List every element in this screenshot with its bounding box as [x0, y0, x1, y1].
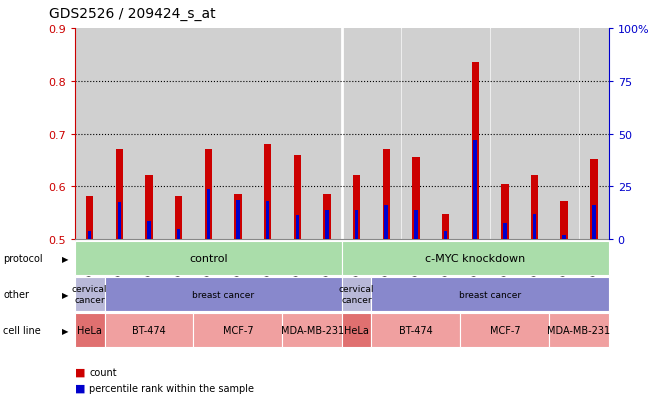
Bar — [444, 232, 447, 240]
Text: MCF-7: MCF-7 — [490, 325, 520, 335]
Text: ▶: ▶ — [62, 290, 68, 299]
Bar — [312, 29, 341, 240]
Bar — [461, 29, 490, 240]
Bar — [471, 63, 479, 240]
Bar — [550, 29, 579, 240]
Bar — [264, 145, 271, 240]
Bar — [531, 175, 538, 240]
Bar — [503, 224, 506, 240]
Bar — [533, 214, 536, 240]
Bar — [234, 195, 242, 240]
Text: cervical
cancer: cervical cancer — [72, 285, 107, 304]
Bar — [383, 150, 390, 240]
Bar — [562, 235, 566, 240]
Bar — [355, 211, 359, 240]
Bar — [412, 158, 420, 240]
Text: count: count — [89, 367, 117, 377]
Text: MDA-MB-231: MDA-MB-231 — [281, 325, 344, 335]
Bar — [402, 29, 430, 240]
Text: percentile rank within the sample: percentile rank within the sample — [89, 383, 254, 393]
Bar — [135, 29, 163, 240]
Bar — [520, 29, 549, 240]
Text: control: control — [189, 254, 228, 263]
Text: ▶: ▶ — [62, 326, 68, 335]
Bar — [283, 29, 312, 240]
Bar — [579, 29, 608, 240]
Bar — [86, 196, 93, 240]
Bar — [177, 229, 180, 240]
Text: MDA-MB-231: MDA-MB-231 — [547, 325, 611, 335]
Bar — [204, 150, 212, 240]
Bar — [224, 29, 252, 240]
Bar — [88, 232, 92, 240]
Text: cell line: cell line — [3, 325, 41, 335]
Bar — [118, 203, 121, 240]
Text: GDS2526 / 209424_s_at: GDS2526 / 209424_s_at — [49, 7, 215, 21]
Text: HeLa: HeLa — [77, 325, 102, 335]
Text: BT-474: BT-474 — [132, 325, 166, 335]
Text: BT-474: BT-474 — [399, 325, 433, 335]
Bar — [324, 195, 331, 240]
Bar — [342, 29, 371, 240]
Text: breast cancer: breast cancer — [192, 290, 254, 299]
Bar — [491, 29, 519, 240]
Bar — [206, 190, 210, 240]
Bar — [145, 175, 153, 240]
Bar — [266, 202, 270, 240]
Bar — [501, 184, 508, 240]
Bar — [385, 205, 388, 240]
Bar — [590, 159, 598, 240]
Bar — [116, 150, 123, 240]
Bar — [294, 155, 301, 240]
Bar — [561, 202, 568, 240]
Text: c-MYC knockdown: c-MYC knockdown — [425, 254, 525, 263]
Bar — [76, 29, 104, 240]
Bar — [325, 211, 329, 240]
Bar — [432, 29, 460, 240]
Bar — [296, 216, 299, 240]
Bar — [442, 214, 449, 240]
Text: HeLa: HeLa — [344, 325, 369, 335]
Bar — [194, 29, 223, 240]
Text: MCF-7: MCF-7 — [223, 325, 253, 335]
Text: breast cancer: breast cancer — [459, 290, 521, 299]
Text: ■: ■ — [75, 367, 85, 377]
Bar — [353, 175, 360, 240]
Bar — [165, 29, 193, 240]
Text: ■: ■ — [75, 383, 85, 393]
Bar — [592, 205, 596, 240]
Bar — [253, 29, 282, 240]
Bar — [414, 211, 418, 240]
Text: other: other — [3, 290, 29, 299]
Bar — [105, 29, 133, 240]
Bar — [372, 29, 400, 240]
Bar — [147, 221, 151, 240]
Bar — [236, 200, 240, 240]
Text: protocol: protocol — [3, 254, 43, 263]
Bar — [175, 196, 182, 240]
Text: cervical
cancer: cervical cancer — [339, 285, 374, 304]
Text: ▶: ▶ — [62, 254, 68, 263]
Bar — [473, 140, 477, 240]
